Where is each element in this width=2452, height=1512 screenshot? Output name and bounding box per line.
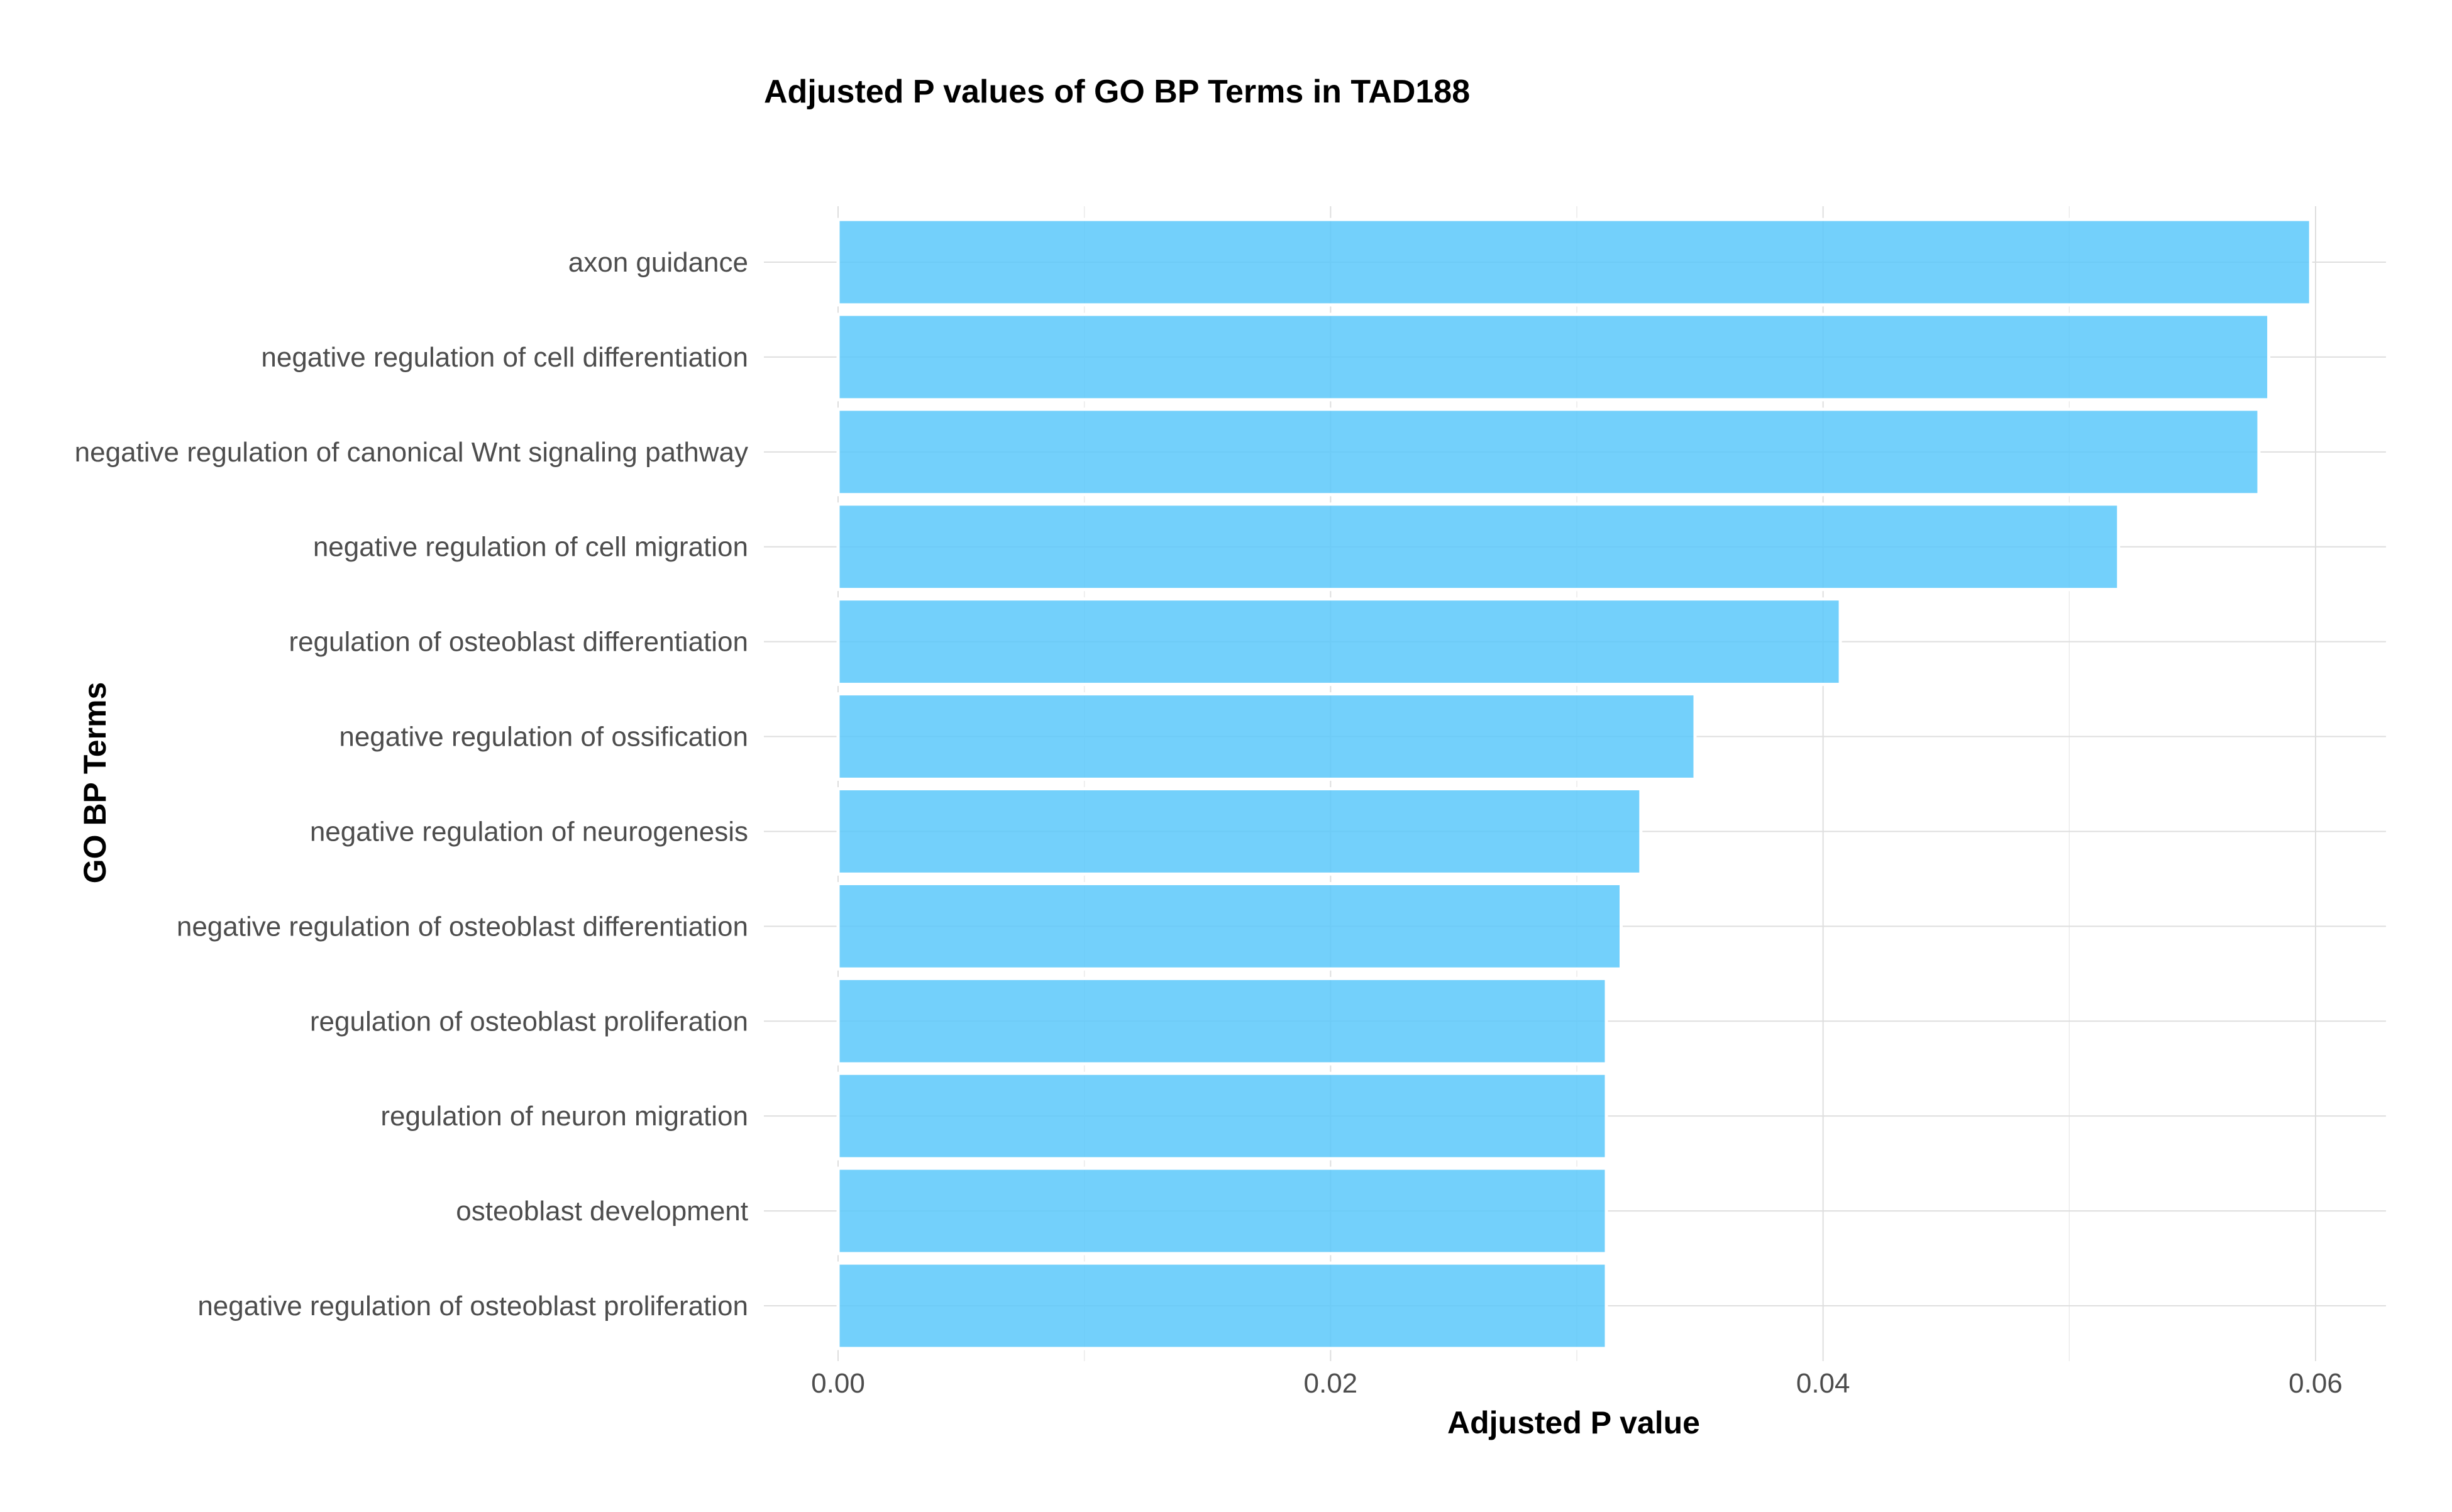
x-tick-label: 0.02: [1304, 1368, 1358, 1399]
y-axis-title: GO BP Terms: [77, 682, 113, 883]
bar: [836, 218, 2312, 307]
bar: [836, 1166, 1608, 1255]
chart-title: Adjusted P values of GO BP Terms in TAD1…: [764, 74, 1470, 110]
bar: [836, 407, 2261, 497]
bars: [836, 218, 2312, 1350]
y-tick-label: negative regulation of cell migration: [313, 532, 748, 563]
y-tick-label: negative regulation of osteoblast differ…: [177, 911, 748, 942]
y-tick-label: regulation of neuron migration: [380, 1101, 748, 1132]
y-tick-label: regulation of osteoblast differentiation: [289, 627, 748, 658]
bar: [836, 976, 1608, 1066]
bar: [836, 1071, 1608, 1161]
x-tick-label: 0.06: [2289, 1368, 2343, 1399]
y-tick-label: osteoblast development: [456, 1196, 748, 1227]
x-tick-label: 0.04: [1796, 1368, 1850, 1399]
labels: 0.00 0.02 0.04 0.06 axon guidance negative re…: [75, 247, 2343, 1399]
y-tick-label: regulation of osteoblast proliferation: [310, 1006, 748, 1037]
y-tick-label: negative regulation of cell differentiat…: [261, 342, 748, 373]
y-tick-label: negative regulation of neurogenesis: [310, 816, 748, 847]
bar: [836, 502, 2121, 592]
x-tick-label: 0.00: [811, 1368, 865, 1399]
y-tick-label: axon guidance: [568, 247, 748, 278]
y-tick-label: negative regulation of ossification: [339, 722, 748, 753]
x-axis-title: Adjusted P value: [1447, 1405, 1700, 1440]
bar: [836, 881, 1623, 971]
bar: [836, 597, 1842, 687]
bar: [836, 1261, 1608, 1350]
y-tick-label: negative regulation of osteoblast prolif…: [197, 1291, 748, 1322]
bar: [836, 692, 1697, 781]
bar: [836, 787, 1643, 876]
y-tick-label: negative regulation of canonical Wnt sig…: [75, 437, 748, 468]
bar: [836, 312, 2271, 402]
